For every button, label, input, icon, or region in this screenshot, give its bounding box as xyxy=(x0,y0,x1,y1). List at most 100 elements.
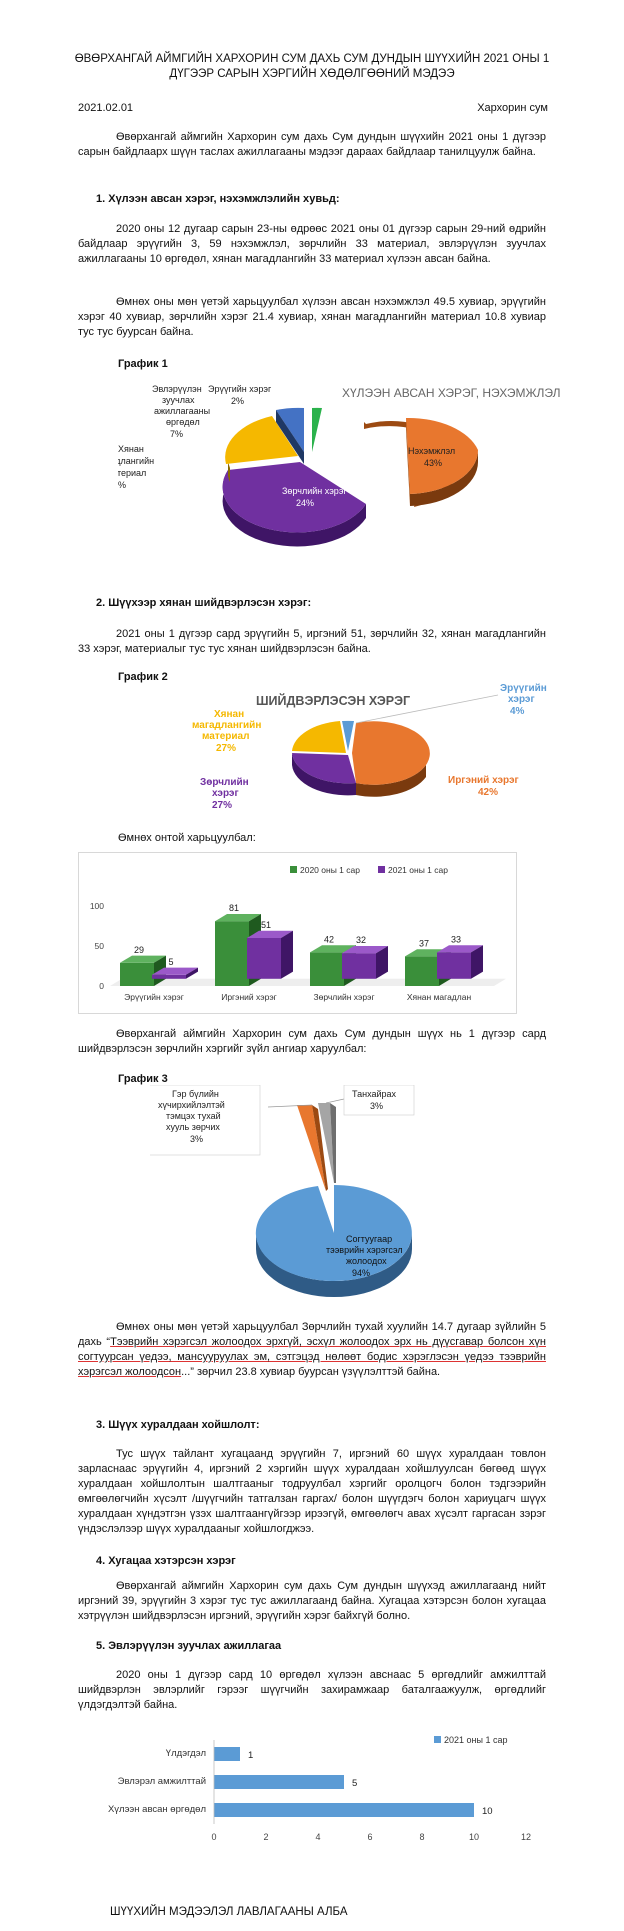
chart2-value-review: 27% xyxy=(216,743,236,754)
chart1-value-review: 24% xyxy=(118,480,126,490)
bar-2021-0 xyxy=(152,974,186,979)
xtick-label: 10 xyxy=(469,1832,479,1842)
bar-value-label: 37 xyxy=(419,938,429,948)
bar-value-label: 32 xyxy=(356,935,366,945)
bar-value-label: 51 xyxy=(261,920,271,930)
hbar-category-label: Хүлээн авсан өргөдөл xyxy=(108,1804,206,1815)
hbar-bar-2 xyxy=(214,1803,474,1817)
chart3-slice-hooliganism xyxy=(318,1103,334,1183)
chart-violation-types: Гэр бүлийн хүчирхийлэлтэй тэмцэх тухай хуул… xyxy=(150,1085,415,1297)
xtick-label: 4 xyxy=(315,1832,320,1842)
bar-value-label: 5 xyxy=(168,957,173,967)
chart1-slices xyxy=(222,407,479,547)
bar-top-face xyxy=(310,945,356,953)
bar-2020-2 xyxy=(310,952,344,986)
chart3-callout-domestic xyxy=(150,1085,261,1156)
chart2-label-violation: Зөрчлийн хэрэг xyxy=(200,777,249,799)
chart1-value-mediation: 7% xyxy=(170,429,183,439)
chart3-slice-domestic-violence xyxy=(297,1105,326,1191)
chart1-slice-violation-top xyxy=(222,462,366,533)
hbar-value-label: 1 xyxy=(248,1750,253,1761)
p3-text-underlined: Тээврийн хэрэгсэл жолоодох эрхгүй, эсхүл… xyxy=(78,1336,546,1378)
intro-paragraph: Өвөрхангай аймгийн Хархорин сум дахь Сум… xyxy=(78,131,546,158)
chart2-title: ШИЙДВЭРЛЭСЭН ХЭРЭГ xyxy=(256,693,410,708)
chart2-value-violation: 27% xyxy=(212,800,232,811)
chart1-label-criminal: Эрүүгийн хэрэг xyxy=(208,384,272,394)
hbar-category-label: Эвлэрэл амжилттай xyxy=(118,1776,206,1787)
xtick-label: 12 xyxy=(521,1832,531,1842)
chart2-label-criminal: Эрүүгийн хэрэг xyxy=(500,683,547,705)
bar-2021-3 xyxy=(437,952,471,979)
section-5-paragraph-1: 2020 оны 1 дүгээр сард 10 өргөдөл хүлээн… xyxy=(78,1669,546,1711)
chart3-slice-domestic-violence-face xyxy=(312,1105,328,1191)
chart1-label-claims: Нэхэмжлэл xyxy=(408,446,455,456)
section-1-heading: 1. Хүлээн авсан хэрэг, нэхэмжлэлийн хувь… xyxy=(96,193,340,205)
chart3-label-hooliganism: Танхайрах xyxy=(352,1089,397,1099)
document-title: ӨВӨРХАНГАЙ АЙМГИЙН ХАРХОРИН СУМ ДАХЬ СУМ… xyxy=(74,53,550,80)
chart3-label-domestic-violence: Гэр бүлийн хүчирхийлэлтэй тэмцэх тухай хуул… xyxy=(158,1089,225,1132)
legend-label: 2021 оны 1 сар xyxy=(444,1735,507,1745)
chart2-label-review: Хянан магадлангийн материал xyxy=(192,709,261,742)
section-2-paragraph-2: Өвөрхангай аймгийн Хархорин сум дахь Сум… xyxy=(78,1028,546,1055)
category-label: Хянан магадлан xyxy=(407,992,472,1002)
category-label: Иргэний хэрэг xyxy=(221,992,277,1002)
section-5-heading: 5. Эвлэрүүлэн зуучлах ажиллагаа xyxy=(96,1640,282,1652)
section-2-heading: 2. Шүүхээр хянан шийдвэрлэсэн хэрэг: xyxy=(96,597,312,609)
chart2-slice-civil-top xyxy=(352,721,430,785)
bar-value-label: 29 xyxy=(134,945,144,955)
chart3-slice-hooliganism-face xyxy=(330,1103,336,1183)
bar-2020-1 xyxy=(215,921,249,986)
bar-top-face xyxy=(342,946,388,954)
section-4-paragraph-1: Өвөрхангай аймгийн Хархорин сум дахь Сум… xyxy=(78,1580,546,1622)
bar-2020-3 xyxy=(405,956,439,986)
section-1-paragraph-1: 2020 оны 12 дугаар сарын 23-ны өдрөөс 20… xyxy=(78,223,546,265)
chart2-slice-violation-top xyxy=(292,753,356,784)
graph-2-label: График 2 xyxy=(118,671,168,683)
chart1-slice-review-side xyxy=(228,462,230,482)
document-place: Хархорин сум xyxy=(477,102,548,114)
section-2-paragraph-3: Өмнөх оны мөн үетэй харьцуулбал Зөрчлийн… xyxy=(78,1320,546,1380)
bar-2020-0 xyxy=(120,962,154,986)
chart-received-cases: ХҮЛЭЭН АВСАН ХЭРЭГ, НЭХЭМЖЛЭЛ Нэхэмжлэл … xyxy=(118,384,561,547)
chart1-label-mediation: Эвлэрүүлэн зуучлах ажиллагааны өргөдөл xyxy=(152,384,210,427)
chart2-slice-civil-side xyxy=(356,765,426,797)
chart2-value-criminal: 4% xyxy=(510,706,525,717)
hbar-category-label: Үлдэгдэл xyxy=(166,1748,206,1759)
hbar-bar-1 xyxy=(214,1775,344,1789)
chart1-title: ХҮЛЭЭН АВСАН ХЭРЭГ, НЭХЭМЖЛЭЛ xyxy=(342,386,561,400)
bar-value-label: 33 xyxy=(451,934,461,944)
chart2-slice-violation-side xyxy=(292,753,356,796)
graph-1-label: График 1 xyxy=(118,358,168,370)
chart3-value-hooliganism: 3% xyxy=(370,1101,383,1111)
bar-value-label: 81 xyxy=(229,903,239,913)
chart1-label-violation: Зөрчлийн хэрэг xyxy=(282,486,347,496)
chart2-value-civil: 42% xyxy=(478,787,498,798)
xtick-label: 0 xyxy=(211,1832,216,1842)
chart-comparison: 0 50 100 29 81 42 37 2020 оны 1 сар 5 51 32 33 2021 … xyxy=(90,865,506,1002)
p3-text-b: ...” зөрчил 23.8 хувиар буурсан үзүүлэлт… xyxy=(181,1366,441,1378)
bar-top-face xyxy=(247,930,293,938)
xtick-label: 8 xyxy=(419,1832,424,1842)
category-label: Зөрчлийн хэрэг xyxy=(313,992,374,1002)
chart2-slice-review-top xyxy=(292,721,346,753)
chart1-slice-mediation-side xyxy=(276,410,304,464)
compare-label: Өмнөх онтой харьцуулбал: xyxy=(118,832,256,844)
bar-top-face xyxy=(152,967,198,975)
chart-comparison-frame xyxy=(78,852,517,1014)
chart3-callout-hooliganism xyxy=(343,1085,415,1116)
ytick-label: 0 xyxy=(99,981,104,991)
chart1-value-claims: 43% xyxy=(424,458,442,468)
legend-label: 2021 оны 1 сар xyxy=(388,865,448,875)
chart3-label-drunk-driving: Согтуугаар тээврийн хэрэгсэл жолоодох xyxy=(326,1234,403,1266)
chart1-slice-mediation-top xyxy=(276,407,304,452)
chart3-value-drunk-driving: 94% xyxy=(352,1268,370,1278)
bar-side-face xyxy=(376,946,388,979)
hbar-value-label: 10 xyxy=(482,1806,493,1817)
bar-top-face xyxy=(120,955,166,963)
chart-resolved-cases: ШИЙДВЭРЛЭСЭН ХЭРЭГ Эрүүгийн хэрэг 4% Иргэ… xyxy=(192,683,547,811)
chart3-value-domestic-violence: 3% xyxy=(190,1134,203,1144)
chart1-slice-violation-side xyxy=(222,470,366,547)
chart3-slice-drunk-driving xyxy=(255,1185,412,1281)
chart2-slice-criminal-top xyxy=(342,720,354,751)
